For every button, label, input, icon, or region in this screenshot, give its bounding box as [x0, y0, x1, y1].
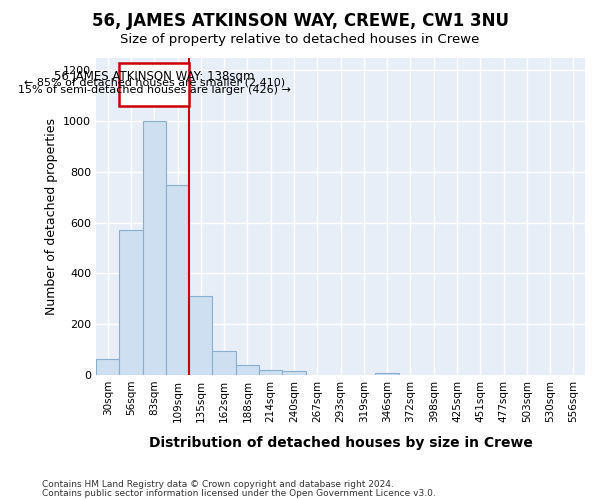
Text: Contains public sector information licensed under the Open Government Licence v3: Contains public sector information licen… — [42, 488, 436, 498]
Bar — [283, 372, 305, 375]
X-axis label: Distribution of detached houses by size in Crewe: Distribution of detached houses by size … — [149, 436, 532, 450]
Bar — [236, 365, 259, 375]
FancyBboxPatch shape — [119, 62, 189, 106]
Text: Contains HM Land Registry data © Crown copyright and database right 2024.: Contains HM Land Registry data © Crown c… — [42, 480, 394, 489]
Text: 15% of semi-detached houses are larger (426) →: 15% of semi-detached houses are larger (… — [18, 86, 291, 96]
Bar — [143, 121, 166, 375]
Bar — [166, 184, 189, 375]
Bar — [259, 370, 283, 375]
Text: 56, JAMES ATKINSON WAY, CREWE, CW1 3NU: 56, JAMES ATKINSON WAY, CREWE, CW1 3NU — [91, 12, 509, 30]
Bar — [96, 358, 119, 375]
Text: Size of property relative to detached houses in Crewe: Size of property relative to detached ho… — [121, 32, 479, 46]
Text: 56 JAMES ATKINSON WAY: 138sqm: 56 JAMES ATKINSON WAY: 138sqm — [54, 70, 254, 82]
Y-axis label: Number of detached properties: Number of detached properties — [44, 118, 58, 315]
Bar — [189, 296, 212, 375]
Bar — [376, 372, 399, 375]
Bar — [119, 230, 143, 375]
Text: ← 85% of detached houses are smaller (2,410): ← 85% of detached houses are smaller (2,… — [24, 78, 285, 88]
Bar — [212, 351, 236, 375]
